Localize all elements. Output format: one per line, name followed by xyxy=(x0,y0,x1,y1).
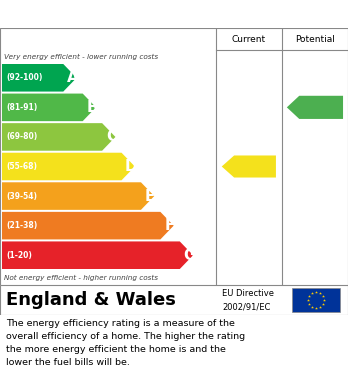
Polygon shape xyxy=(2,153,135,180)
Text: Very energy efficient - lower running costs: Very energy efficient - lower running co… xyxy=(4,54,158,60)
Text: (69-80): (69-80) xyxy=(6,133,37,142)
Polygon shape xyxy=(287,96,343,119)
Polygon shape xyxy=(2,64,77,91)
Text: Energy Efficiency Rating: Energy Efficiency Rating xyxy=(63,7,285,22)
Text: 2002/91/EC: 2002/91/EC xyxy=(222,302,270,311)
Text: G: G xyxy=(183,248,195,263)
Text: EU Directive: EU Directive xyxy=(222,289,274,298)
Text: 62: 62 xyxy=(246,160,264,173)
Polygon shape xyxy=(2,93,96,121)
Polygon shape xyxy=(2,212,174,239)
Text: (1-20): (1-20) xyxy=(6,251,32,260)
Text: F: F xyxy=(165,218,175,233)
Text: E: E xyxy=(145,188,156,204)
Text: 82: 82 xyxy=(313,101,330,114)
Polygon shape xyxy=(222,156,276,178)
Polygon shape xyxy=(2,241,193,269)
Text: Current: Current xyxy=(232,34,266,43)
Text: B: B xyxy=(86,100,98,115)
Text: (92-100): (92-100) xyxy=(6,73,42,82)
Text: England & Wales: England & Wales xyxy=(6,291,176,309)
Text: (39-54): (39-54) xyxy=(6,192,37,201)
Polygon shape xyxy=(2,123,116,151)
Text: (21-38): (21-38) xyxy=(6,221,37,230)
Text: D: D xyxy=(125,159,137,174)
Text: The energy efficiency rating is a measure of the
overall efficiency of a home. T: The energy efficiency rating is a measur… xyxy=(6,319,245,366)
Text: Potential: Potential xyxy=(295,34,335,43)
Polygon shape xyxy=(2,182,154,210)
Text: Not energy efficient - higher running costs: Not energy efficient - higher running co… xyxy=(4,275,158,281)
Text: C: C xyxy=(106,129,117,144)
Text: (81-91): (81-91) xyxy=(6,103,37,112)
Text: A: A xyxy=(67,70,79,85)
Text: (55-68): (55-68) xyxy=(6,162,37,171)
Bar xyxy=(292,288,340,312)
